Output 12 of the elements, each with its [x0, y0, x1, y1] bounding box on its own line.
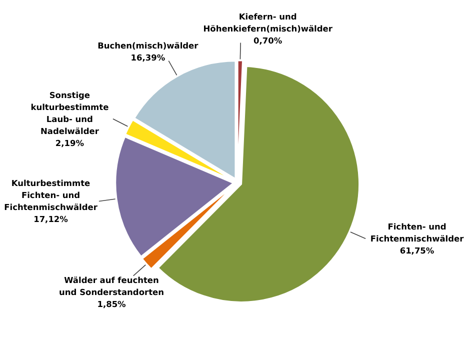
data-label: 2,19%: [55, 138, 84, 148]
data-label: 16,39%: [130, 52, 166, 62]
slice-label: Kulturbestimmte Fichten- und Fichtenmischwälder: [4, 178, 98, 212]
slice-label: Kiefern- und Höhenkiefern(misch)wälder: [203, 11, 334, 34]
data-label: 61,75%: [400, 246, 434, 256]
data-label: 0,70%: [254, 35, 282, 46]
data-label: 17,12%: [34, 214, 68, 224]
slice-label: Wälder auf feuchten und Sonderstandorten: [59, 274, 164, 297]
slice-label: Sonstige kulturbestimmte Laub- und Nadelwälder: [30, 90, 110, 136]
slice-label: Fichten- und Fichtenmischwälder: [370, 222, 465, 244]
data-label: 1,85%: [97, 298, 126, 309]
slice-label: Buchen(misch)wälder: [98, 40, 200, 50]
